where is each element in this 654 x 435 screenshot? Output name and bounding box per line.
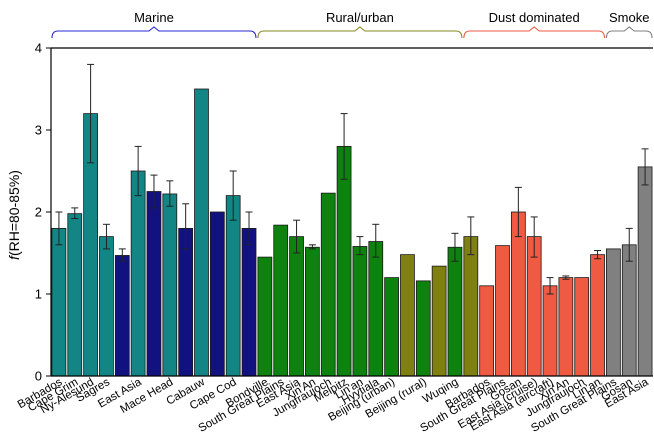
bar bbox=[336, 145, 352, 377]
group-bracket bbox=[257, 26, 463, 39]
bar bbox=[368, 241, 384, 377]
bar bbox=[99, 236, 114, 377]
bar bbox=[146, 191, 162, 377]
y-tick-labels: 0 1 2 3 4 bbox=[35, 41, 42, 384]
bar bbox=[162, 193, 178, 377]
bar bbox=[384, 277, 399, 377]
bar bbox=[447, 246, 463, 377]
bar bbox=[320, 192, 336, 377]
bar bbox=[495, 245, 510, 377]
bars bbox=[51, 88, 653, 377]
bar bbox=[637, 166, 653, 377]
y-tick-label: 3 bbox=[35, 123, 42, 138]
y-axis-title: f(RH=80-85%) bbox=[6, 170, 22, 260]
group-bracket bbox=[51, 26, 257, 39]
bar bbox=[479, 285, 495, 377]
x-category-label: South Great Plains bbox=[197, 376, 287, 435]
bar bbox=[51, 227, 67, 377]
bar bbox=[542, 285, 558, 377]
bar bbox=[114, 255, 130, 377]
y-tick-label: 0 bbox=[35, 369, 42, 384]
bar bbox=[225, 195, 241, 377]
bar bbox=[463, 236, 479, 377]
group-brackets: Marine Rural/urban Dust dominated Smoke bbox=[51, 10, 653, 39]
group-label: Dust dominated bbox=[489, 10, 580, 25]
bar bbox=[415, 280, 431, 377]
y-tick-label: 2 bbox=[35, 205, 42, 220]
bar bbox=[621, 244, 637, 377]
bar bbox=[305, 246, 320, 377]
group-label: Rural/urban bbox=[326, 10, 394, 25]
bar bbox=[130, 170, 146, 377]
bar bbox=[606, 248, 621, 377]
y-tick-label: 1 bbox=[35, 287, 42, 302]
bar bbox=[273, 224, 289, 377]
group-label: Smoke bbox=[609, 10, 649, 25]
group-label: Marine bbox=[134, 10, 174, 25]
bar bbox=[241, 227, 257, 377]
group-bracket bbox=[605, 26, 653, 39]
y-tick-label: 4 bbox=[35, 41, 42, 56]
bar bbox=[178, 227, 194, 377]
error-bars bbox=[55, 63, 649, 295]
y-axis-title-italic: f bbox=[6, 254, 22, 260]
bar bbox=[558, 277, 574, 377]
group-bracket bbox=[463, 26, 606, 39]
bar bbox=[400, 254, 415, 377]
bar bbox=[67, 213, 83, 377]
bar bbox=[257, 256, 273, 377]
bar bbox=[289, 236, 304, 377]
axes bbox=[46, 47, 653, 377]
bar bbox=[209, 211, 225, 377]
bar bbox=[590, 254, 605, 377]
bar bbox=[352, 246, 368, 377]
y-axis-title-rest: (RH=80-85%) bbox=[6, 170, 22, 256]
bar bbox=[574, 277, 590, 377]
bar bbox=[431, 265, 447, 377]
bar bbox=[194, 88, 209, 377]
